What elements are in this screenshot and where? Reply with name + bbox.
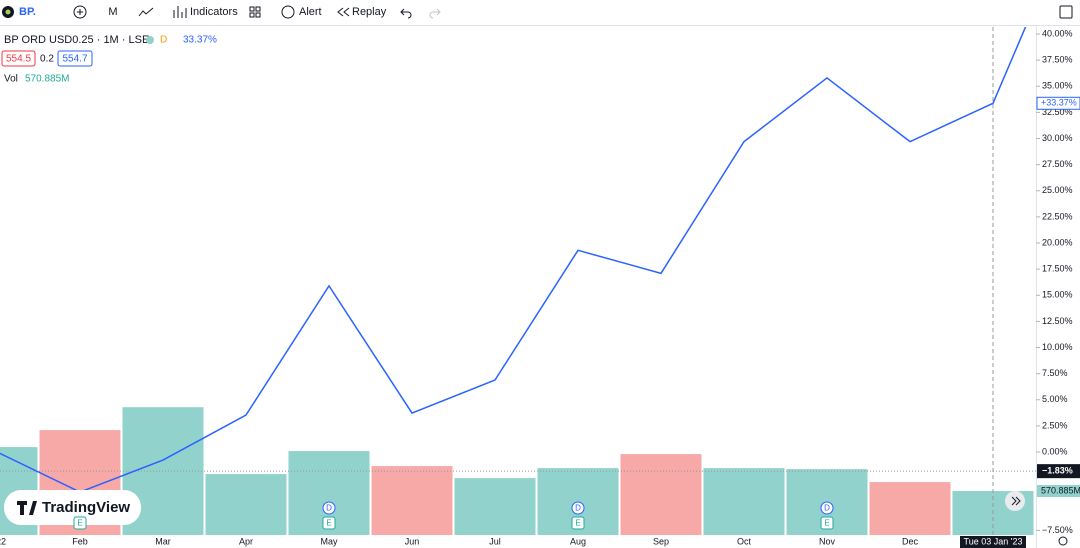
y-tick-label: 32.50% [1042, 107, 1073, 117]
y-tick-label: 17.50% [1042, 264, 1073, 274]
y-tick-label: 22.50% [1042, 211, 1073, 221]
bid[interactable]: 554.5 [6, 54, 31, 65]
earnings-marker [820, 516, 834, 530]
y-tick-label: −7.50% [1042, 525, 1073, 535]
scroll-button[interactable] [1005, 491, 1025, 511]
x-tick-label: Jul [489, 536, 501, 546]
logo-badge[interactable] [4, 490, 141, 525]
volume-bar [454, 478, 536, 535]
crosshair-date: Tue 03 Jan '23 [964, 536, 1023, 546]
volume-bar [869, 482, 951, 535]
x-tick-label: Sep [653, 536, 669, 546]
event-label: D [326, 504, 332, 513]
fullscreen-icon[interactable] [1059, 5, 1073, 19]
interval[interactable]: M [108, 6, 117, 18]
x-tick-label: Dec [902, 536, 919, 546]
layout-icon[interactable] [249, 6, 261, 18]
dividend-marker [820, 501, 834, 515]
redo-icon[interactable] [429, 8, 441, 19]
status-dot [146, 36, 154, 44]
add-symbol-plus [77, 9, 83, 15]
ask[interactable]: 554.7 [62, 54, 87, 65]
price-line-box [1037, 464, 1080, 479]
symbol[interactable]: BP. [19, 6, 36, 18]
legend-flag: D [160, 35, 167, 46]
dividend-marker [322, 501, 336, 515]
volume-bar [371, 466, 453, 535]
price-line-label: −1.83% [1042, 466, 1073, 476]
y-tick-label: 20.00% [1042, 237, 1073, 247]
add-symbol-icon[interactable] [73, 5, 87, 19]
volume-bar [703, 468, 785, 535]
vol-label: Vol [4, 74, 18, 85]
undo-icon[interactable] [400, 8, 412, 19]
logo-mark [17, 501, 37, 515]
event-label: E [77, 519, 82, 528]
earnings-marker [322, 516, 336, 530]
legend-change: 33.37% [183, 35, 217, 46]
y-tick-label: 30.00% [1042, 133, 1073, 143]
alert-button[interactable]: Alert [299, 6, 322, 18]
x-tick-label: Mar [155, 536, 171, 546]
ask-box[interactable] [57, 50, 93, 67]
bid-box[interactable] [1, 50, 36, 67]
earnings-marker [73, 516, 87, 530]
toolbar [0, 0, 1080, 25]
volume-label: 570.885M [1041, 485, 1080, 495]
y-tick-label: 10.00% [1042, 342, 1073, 352]
indicators-icon [173, 6, 187, 18]
crosshair-date-box [960, 536, 1026, 548]
y-tick-label: 2.50% [1042, 420, 1068, 430]
event-label: E [326, 519, 331, 528]
indicators-button[interactable]: Indicators [190, 6, 238, 18]
x-tick-label: Apr [239, 536, 253, 546]
chart-type-icon[interactable] [138, 7, 154, 17]
volume-label-box [1037, 485, 1080, 498]
legend-title: BP ORD USD0.25 · 1M · LSE [4, 34, 149, 46]
y-tick-label: 7.50% [1042, 368, 1068, 378]
volume-bar [205, 474, 287, 535]
x-tick-label: Jun [405, 536, 420, 546]
event-label: E [824, 519, 829, 528]
price-line-series [0, 27, 1027, 493]
alert-icon [281, 5, 295, 19]
x-tick-label: 2022 [0, 536, 6, 546]
y-tick-label: 15.00% [1042, 290, 1073, 300]
y-tick-label: 25.00% [1042, 185, 1073, 195]
x-tick-label: Nov [819, 536, 836, 546]
replay-button[interactable]: Replay [352, 6, 387, 18]
x-tick-label: Feb [72, 536, 88, 546]
x-tick-label: May [320, 536, 338, 546]
symbol-logo-dot [5, 9, 11, 15]
logo-text: TradingView [42, 499, 130, 516]
event-label: D [575, 504, 581, 513]
replay-icon [337, 7, 350, 17]
event-label: E [575, 519, 580, 528]
y-tick-label: 27.50% [1042, 159, 1073, 169]
scroll-icon [1011, 496, 1021, 506]
y-tick-label: 0.00% [1042, 446, 1068, 456]
y-tick-label: 12.50% [1042, 316, 1073, 326]
y-tick-label: 37.50% [1042, 55, 1073, 65]
earnings-marker [571, 516, 585, 530]
crosshair-value-box [1036, 96, 1080, 110]
y-tick-label: 35.00% [1042, 81, 1073, 91]
y-tick-label: 40.00% [1042, 28, 1073, 38]
volume-bar [620, 454, 702, 535]
dividend-marker [571, 501, 585, 515]
crosshair-value: +33.37% [1041, 98, 1077, 108]
x-tick-label: Oct [737, 536, 752, 546]
event-label: D [824, 504, 830, 513]
vol-value: 570.885M [25, 74, 69, 85]
settings-icon[interactable] [1058, 536, 1068, 546]
plot-area [0, 27, 1036, 535]
y-tick-label: 5.00% [1042, 394, 1068, 404]
spread: 0.2 [40, 54, 54, 65]
x-tick-label: Aug [570, 536, 586, 546]
